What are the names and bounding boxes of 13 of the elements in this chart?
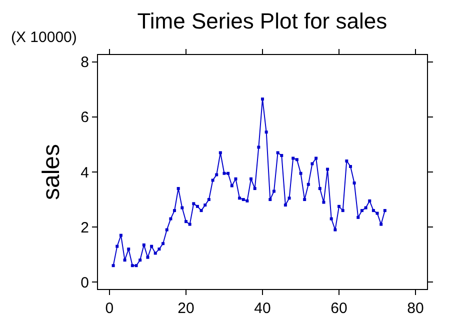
y-axis-title: sales [38,144,65,200]
y-tick-label: 0 [80,274,89,292]
x-tick-label: 0 [105,300,114,317]
x-tick-label: 40 [254,300,271,317]
x-tick-label: 20 [178,300,194,317]
y-tick-label: 6 [80,109,89,126]
y-tick-label: 2 [80,219,89,236]
y-tick-label: 4 [80,164,89,182]
chart-title: Time Series Plot for sales [137,8,388,34]
text: (X 10000) [11,29,77,46]
y-tick-label: 8 [80,54,89,72]
x-tick-label: 80 [407,300,424,317]
x-tick-label: 60 [330,300,348,317]
